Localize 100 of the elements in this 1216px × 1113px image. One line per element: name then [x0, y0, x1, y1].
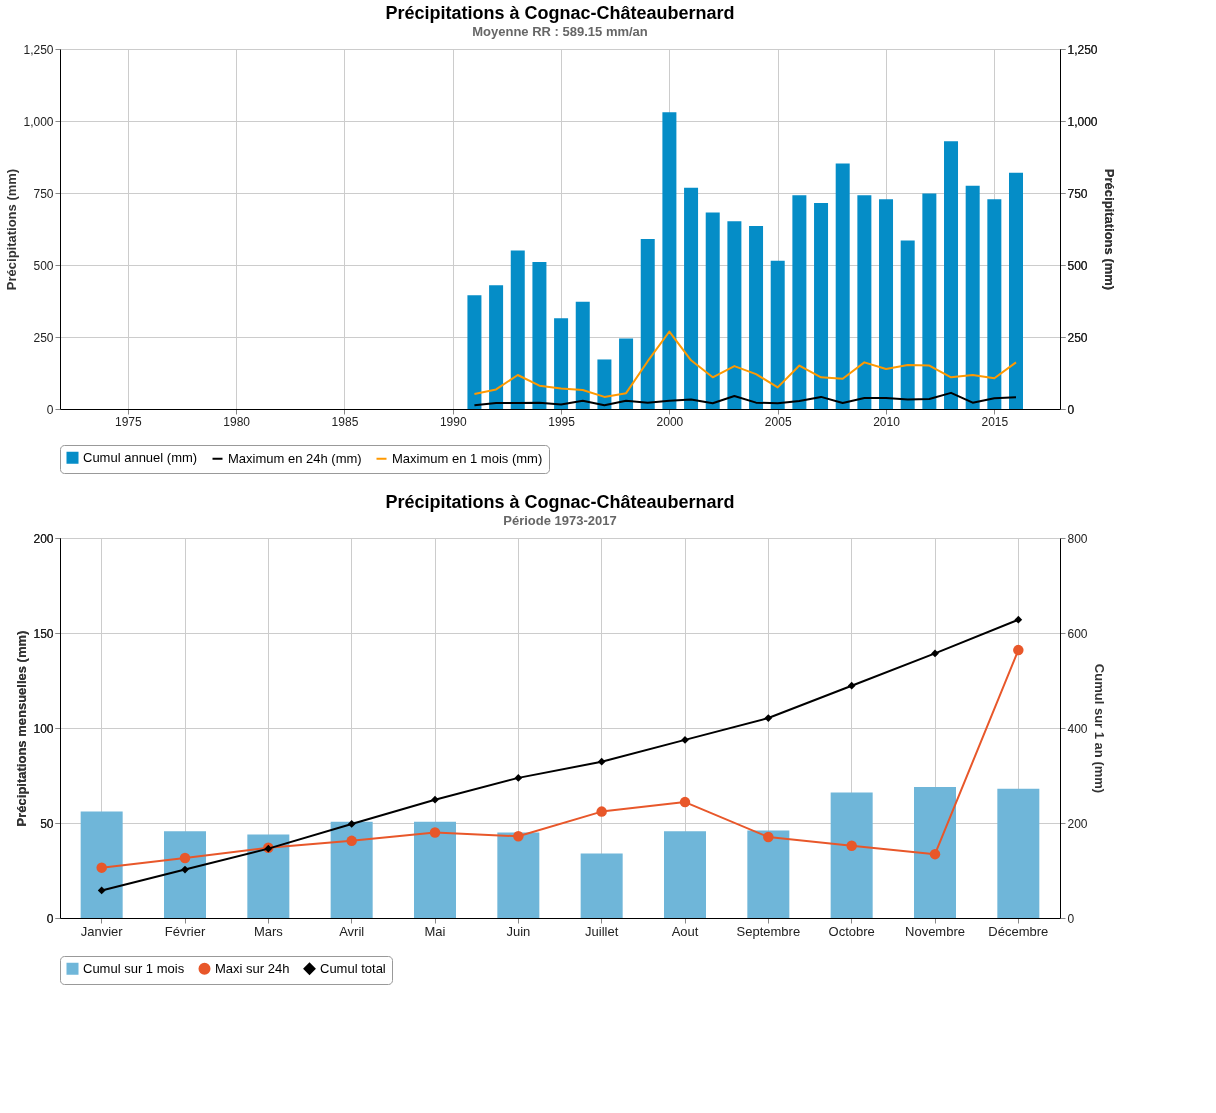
bar [580, 853, 623, 918]
bar [664, 831, 706, 918]
y-tick-label: 0 [46, 911, 54, 926]
y2-tick-label: 400 [1067, 721, 1088, 736]
bar [944, 141, 959, 409]
point [179, 852, 191, 864]
point [846, 840, 857, 852]
y2-tick-label: 600 [1067, 626, 1088, 641]
x-tick-label: Septembre [736, 923, 801, 939]
x-tick-label: Aout [671, 923, 699, 939]
y2-tick-label: 1,250 [1067, 42, 1098, 57]
y2-tick-label: 750 [1067, 186, 1088, 201]
bar [857, 195, 872, 409]
bar [965, 185, 980, 409]
point [96, 862, 107, 873]
bar [835, 163, 850, 409]
bar [80, 811, 123, 918]
y-tick-label: 750 [33, 186, 54, 201]
line-series [473, 391, 1018, 407]
bar [914, 786, 956, 918]
bar [640, 239, 655, 409]
y2-tick-label: 200 [1067, 816, 1088, 831]
bar [164, 831, 206, 918]
legend-label: Cumul annuel (mm) [83, 449, 198, 465]
y-tick-label: 1,250 [23, 42, 54, 57]
y2-tick-label: 800 [1067, 531, 1088, 546]
bar [597, 359, 612, 409]
point [513, 831, 524, 842]
bar [619, 338, 634, 409]
legend-label: Maxi sur 24h [215, 960, 290, 976]
bar [247, 834, 290, 918]
y-axis-title: Précipitations (mm) [4, 168, 20, 291]
bar [922, 193, 937, 409]
x-tick-label: Février [164, 923, 206, 939]
y-tick-label: 500 [33, 258, 54, 273]
x-tick-label: Avril [339, 923, 365, 939]
y2-tick-label: 250 [1067, 330, 1088, 345]
bar [489, 285, 504, 409]
point [847, 681, 856, 690]
bar [1009, 172, 1024, 409]
x-tick-label: 1995 [548, 414, 576, 429]
point [929, 848, 941, 860]
y-tick-label: 100 [33, 721, 54, 736]
bar [770, 260, 785, 409]
bar [747, 830, 790, 918]
bar [749, 226, 764, 409]
point [764, 714, 773, 722]
y-tick-label: 200 [33, 531, 54, 546]
point [1014, 615, 1023, 624]
point [514, 774, 523, 782]
bar [830, 792, 873, 918]
point [97, 886, 106, 895]
point [181, 865, 189, 874]
point [431, 795, 439, 804]
bar [997, 788, 1040, 918]
legend-label: Maximum en 24h (mm) [228, 450, 362, 466]
y2-tick-label: 0 [1067, 911, 1075, 926]
bar [684, 187, 699, 409]
x-tick-label: 2010 [873, 414, 901, 429]
point [429, 827, 441, 838]
y2-tick-label: 500 [1067, 258, 1088, 273]
bar [727, 221, 742, 409]
bar [879, 199, 894, 409]
x-tick-label: 1990 [439, 414, 467, 429]
bar [510, 250, 525, 409]
bar [987, 199, 1002, 409]
point [597, 757, 606, 766]
y2-tick-label: 0 [1067, 402, 1075, 417]
y2-axis-title: Cumul sur 1 an (mm) [1091, 663, 1107, 794]
x-tick-label: Décembre [988, 923, 1049, 939]
y-tick-label: 250 [33, 330, 54, 345]
bar [575, 301, 590, 409]
legend-label: Cumul total [320, 960, 386, 976]
bar [532, 262, 547, 409]
point [1013, 644, 1024, 656]
x-tick-label: Novembre [905, 923, 965, 939]
x-tick-label: 1980 [223, 414, 251, 429]
x-tick-label: Juin [506, 923, 531, 939]
x-tick-label: Mars [253, 923, 284, 939]
bar [814, 203, 829, 409]
point [763, 831, 774, 843]
bar [554, 318, 569, 409]
x-tick-label: Janvier [80, 923, 124, 939]
point [931, 649, 939, 658]
x-tick-label: Juillet [585, 923, 619, 939]
x-tick-label: 2015 [981, 414, 1009, 429]
legend-label: Cumul sur 1 mois [83, 960, 185, 976]
x-tick-label: Mai [424, 923, 446, 939]
bar [467, 295, 482, 409]
bar [497, 832, 540, 918]
point [346, 835, 357, 847]
chart-subtitle: Moyenne RR : 589.15 mm/an [472, 24, 648, 39]
bar [662, 112, 677, 409]
bar [900, 240, 915, 409]
bar [792, 195, 807, 409]
y2-tick-label: 1,000 [1067, 114, 1098, 129]
line-series [473, 330, 1018, 398]
y2-axis-title: Précipitations (mm) [1101, 168, 1117, 291]
chart-title: Précipitations à Cognac-Châteaubernard [385, 492, 735, 512]
y-tick-label: 1,000 [23, 114, 54, 129]
